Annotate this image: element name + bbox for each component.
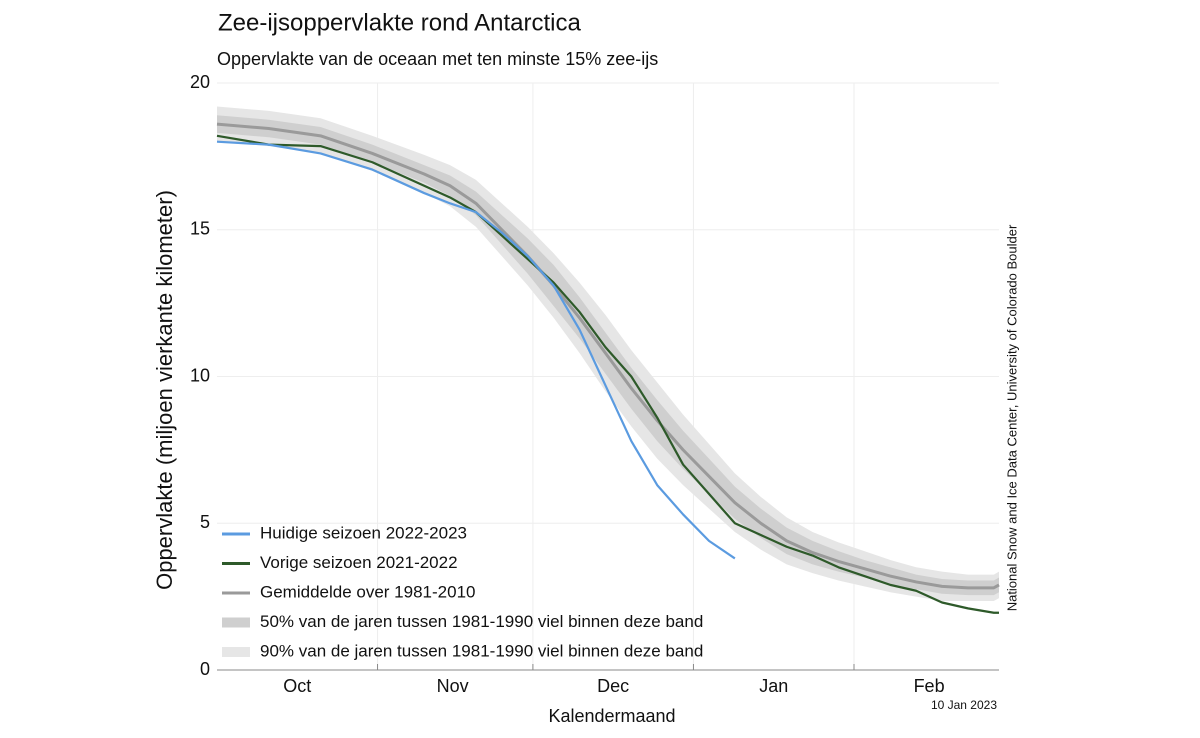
series-line [216, 122, 1000, 590]
legend-swatch [222, 617, 250, 628]
legend-swatch [222, 647, 250, 657]
x-tick-label: Dec [597, 676, 629, 696]
x-tick-label: Nov [437, 676, 469, 696]
series-line [216, 140, 736, 560]
y-tick-label: 20 [190, 72, 210, 92]
date-note: 10 Jan 2023 [931, 698, 997, 712]
y-tick-label: 5 [200, 512, 210, 532]
x-tick-label: Feb [914, 676, 945, 696]
x-tick-label: Jan [759, 676, 788, 696]
y-tick-label: 15 [190, 219, 210, 239]
x-axis-label: Kalendermaand [548, 706, 675, 726]
source-note: National Snow and Ice Data Center, Unive… [1004, 224, 1019, 611]
y-axis-label: Oppervlakte (miljoen vierkante kilometer… [152, 190, 177, 590]
legend-label: Huidige seizoen 2022-2023 [260, 523, 467, 542]
legend-label: Vorige seizoen 2021-2022 [260, 553, 458, 572]
y-tick-label: 0 [200, 659, 210, 679]
x-tick-label: Oct [283, 676, 311, 696]
chart-title: Zee-ijsoppervlakte rond Antarctica [218, 9, 582, 36]
legend-label: 90% van de jaren tussen 1981-1990 viel b… [260, 641, 703, 660]
legend-label: 50% van de jaren tussen 1981-1990 viel b… [260, 612, 703, 631]
y-tick-label: 10 [190, 365, 210, 385]
legend-label: Gemiddelde over 1981-2010 [260, 582, 475, 601]
series-line [216, 134, 999, 614]
chart-subtitle: Oppervlakte van de oceaan met ten minste… [217, 49, 658, 69]
